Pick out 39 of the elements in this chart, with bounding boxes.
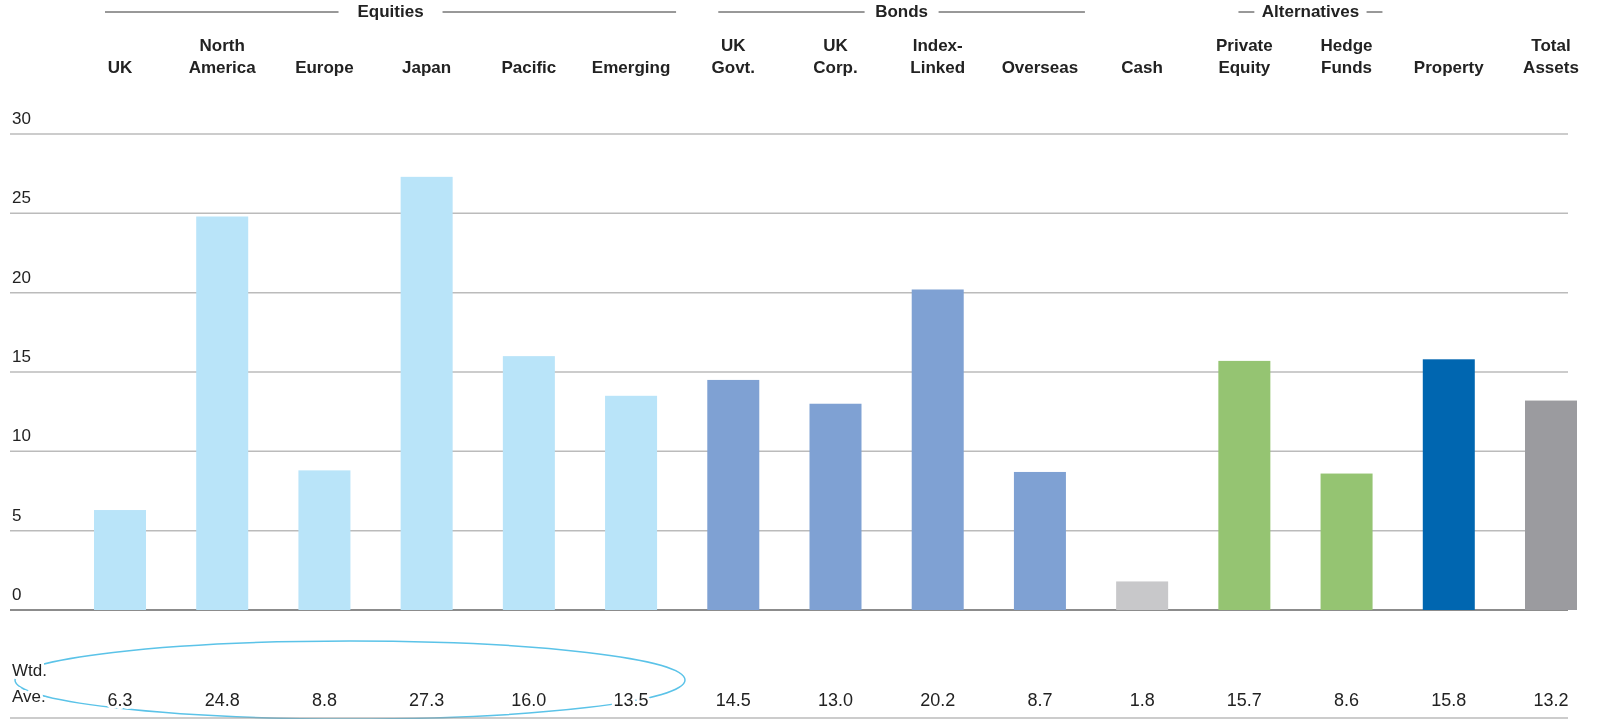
x-tick-label: Europe bbox=[295, 58, 354, 77]
data-label: 8.7 bbox=[1027, 690, 1053, 710]
data-label: 24.8 bbox=[204, 690, 240, 710]
x-tick-label: Private Equity bbox=[1216, 36, 1273, 77]
x-tick-label: Emerging bbox=[591, 58, 671, 77]
text: Alternatives bbox=[1261, 2, 1360, 21]
x-tick-label: Cash bbox=[1121, 58, 1163, 77]
y-tick-label: 10 bbox=[12, 426, 31, 446]
x-tick-label: UK bbox=[107, 58, 133, 77]
y-tick-label: 0 bbox=[12, 585, 22, 604]
data-label: 27.3 bbox=[409, 690, 445, 710]
x-tick-label: Hedge Funds bbox=[1320, 36, 1373, 77]
data-label: 20.2 bbox=[920, 690, 956, 710]
y-tick-label: 20 bbox=[12, 267, 31, 287]
x-tick-label: UK Corp. bbox=[813, 36, 858, 77]
data-label: 15.7 bbox=[1226, 690, 1262, 710]
data-label: 8.6 bbox=[1334, 690, 1360, 710]
data-label: 8.8 bbox=[311, 690, 337, 710]
data-label: 13.0 bbox=[817, 690, 854, 710]
x-tick-label: Index- Linked bbox=[910, 36, 966, 77]
y-tick-label: 30 bbox=[12, 109, 31, 128]
text: Bonds bbox=[875, 2, 929, 21]
data-label: 6.3 bbox=[107, 690, 133, 710]
x-tick-label: Japan bbox=[402, 58, 452, 77]
x-tick-label: Property bbox=[1413, 58, 1485, 77]
data-label: 14.5 bbox=[715, 690, 751, 710]
y-tick-label: 15 bbox=[12, 347, 31, 366]
y-tick-label: 5 bbox=[12, 505, 22, 525]
x-tick-label: Pacific bbox=[501, 58, 557, 77]
data-label: 15.8 bbox=[1431, 690, 1467, 710]
x-tick-label: North America bbox=[188, 36, 257, 77]
data-label: 1.8 bbox=[1129, 690, 1155, 710]
y-tick-label: 25 bbox=[12, 188, 31, 208]
x-tick-label: Overseas bbox=[1001, 58, 1079, 77]
data-label: 16.0 bbox=[511, 690, 547, 710]
x-tick-label: UK Govt. bbox=[711, 36, 756, 77]
x-tick-label: Total Assets bbox=[1523, 36, 1579, 77]
data-label: 13.2 bbox=[1533, 690, 1569, 710]
text: Equities bbox=[357, 2, 424, 21]
